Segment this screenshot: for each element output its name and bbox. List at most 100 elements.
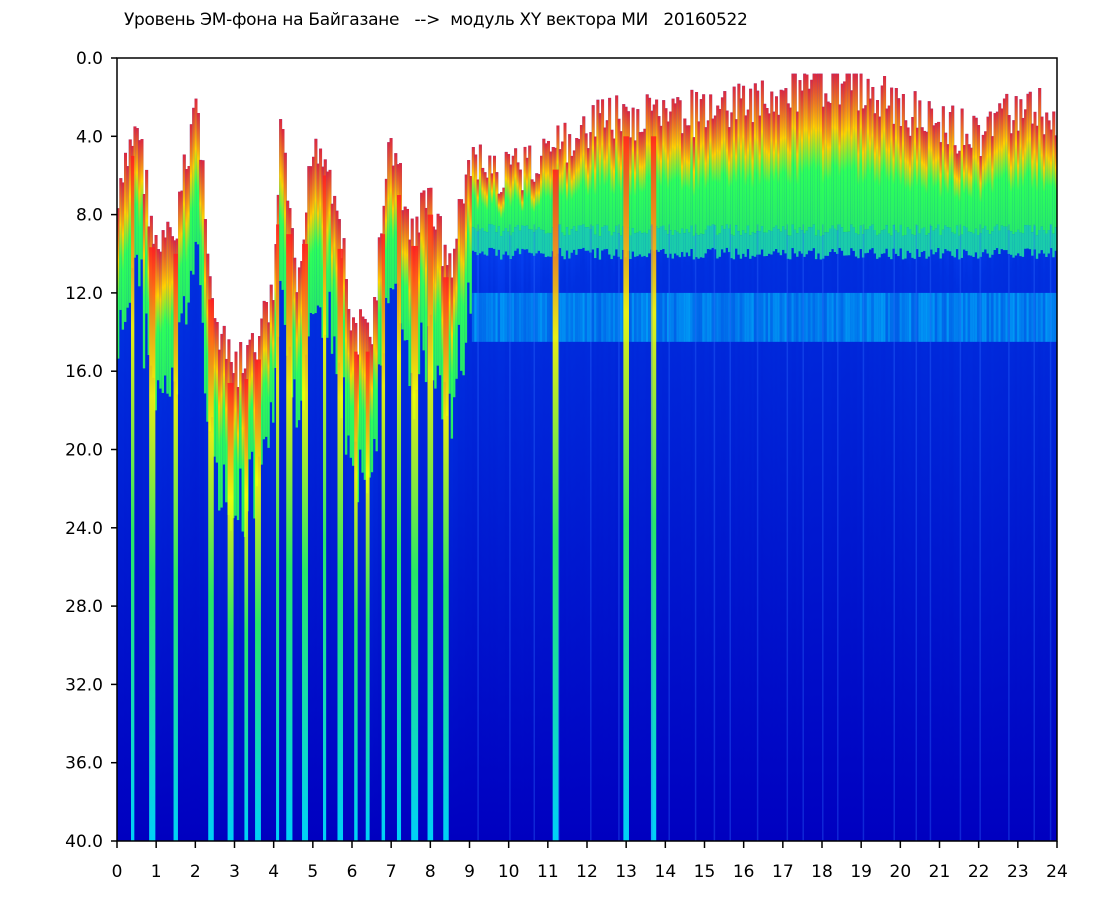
heat-cell-cyan	[608, 292, 612, 342]
heat-cell-cap	[589, 132, 593, 230]
heat-cell-blue	[970, 147, 973, 841]
heat-column	[634, 140, 637, 841]
heat-cell-cap	[636, 109, 640, 233]
heat-cell-blue	[803, 73, 807, 841]
heat-cell-cyan	[610, 292, 614, 342]
heat-cell-blue	[664, 108, 668, 841]
heat-cell-cap	[805, 74, 809, 231]
heat-cell-blue	[681, 133, 684, 841]
heat-cell-transition	[970, 232, 973, 256]
heat-cell-blue	[272, 300, 276, 841]
heat-cell-cyan	[784, 292, 788, 342]
heat-cell-transition	[471, 227, 475, 251]
heat-cell-cap	[598, 113, 602, 237]
heat-cell-blue	[537, 174, 541, 841]
heat-cell-cap	[878, 116, 882, 234]
heat-cell-transition	[810, 227, 814, 251]
heat-column	[504, 151, 508, 841]
heat-cell-blue	[570, 155, 574, 841]
heat-column	[723, 91, 727, 841]
heat-column	[993, 113, 997, 841]
heat-cell-cyan	[786, 292, 790, 342]
heat-cell-transition	[751, 232, 755, 256]
heat-cell-cyan	[1012, 292, 1016, 342]
heat-cell-blue	[218, 349, 221, 841]
heat-cell-cyan	[885, 292, 889, 342]
heat-cell-cap	[767, 113, 771, 231]
heat-cell-blue	[1045, 112, 1049, 841]
heat-cell-transition	[1024, 225, 1028, 249]
x-tick-label: 22	[968, 862, 990, 882]
heat-cell-cyan	[645, 292, 649, 342]
heat-cell-transition	[535, 229, 539, 254]
heat-cell-cyan	[831, 292, 835, 342]
heat-cell-blue	[525, 157, 529, 841]
heat-cell-cap	[967, 144, 971, 232]
heat-cell-cyan	[537, 292, 541, 342]
heat-column	[690, 89, 694, 841]
heat-cell-cyan	[981, 292, 985, 342]
heat-cell-transition	[974, 228, 978, 253]
heat-cell-cap	[986, 116, 990, 231]
heat-cell-cap	[838, 104, 842, 225]
heat-column	[232, 373, 236, 841]
heat-cell-cap	[725, 110, 729, 225]
heat-cell-blue	[958, 150, 962, 841]
heat-cell-blue	[894, 88, 898, 841]
heat-column	[955, 153, 959, 841]
heat-column	[373, 297, 377, 841]
heat-cell-cyan	[749, 292, 753, 342]
heat-cell-cyan	[890, 292, 894, 342]
heat-cell-blue	[673, 103, 677, 841]
heat-column	[920, 127, 924, 841]
heat-column	[239, 342, 243, 841]
heat-cell-cap	[681, 133, 684, 229]
heat-column	[948, 112, 952, 841]
heat-cell-blue	[685, 125, 689, 841]
heat-cell-cap	[384, 178, 388, 298]
heat-cell-cap	[180, 190, 184, 314]
heat-cell-blue	[699, 99, 703, 841]
heat-cell-cap	[460, 199, 464, 371]
heat-cell-cap	[222, 325, 226, 465]
heat-column	[960, 108, 964, 841]
heat-column	[833, 73, 837, 841]
heat-cell-transition	[659, 226, 663, 250]
heat-cell-blue	[1026, 93, 1030, 841]
heat-cell-cap	[866, 78, 870, 230]
y-tick-label: 36.0	[65, 754, 103, 774]
heat-cell-cap	[608, 97, 612, 232]
heat-cell-cap	[135, 128, 139, 255]
heat-cell-cap	[156, 249, 160, 381]
heat-cell-cap	[1049, 129, 1053, 225]
heat-cell-cap	[502, 187, 506, 232]
heat-cell-cap	[1052, 111, 1056, 234]
heat-cell-cap	[563, 122, 567, 236]
heat-column	[676, 97, 680, 841]
heat-column	[1038, 88, 1042, 841]
heat-cell-blue	[156, 249, 160, 841]
heat-cell-transition	[706, 225, 710, 249]
heat-cell-cap	[438, 216, 442, 376]
heat-column	[861, 108, 865, 841]
heat-column	[923, 130, 926, 841]
x-tick-label: 19	[850, 862, 872, 882]
heat-cell-blue	[262, 300, 266, 841]
heat-cell-blue	[199, 159, 203, 841]
heat-cell-cap	[1031, 123, 1035, 233]
heat-cell-blue	[521, 190, 525, 841]
heat-cell-blue	[937, 121, 941, 841]
heat-column	[422, 190, 426, 841]
heat-cell-blue	[248, 339, 252, 841]
heat-cell-blue	[309, 166, 313, 841]
heat-cell-blue	[135, 128, 139, 841]
bright-streak	[650, 136, 657, 841]
heat-cell-cap	[194, 98, 198, 242]
heat-cell-cap	[124, 152, 127, 322]
heat-cell-cap	[836, 73, 840, 231]
x-tick-label: 15	[694, 862, 716, 882]
heat-column	[540, 155, 543, 841]
heat-column	[584, 133, 588, 841]
heat-cell-cyan	[972, 292, 976, 342]
heat-cell-cap	[549, 151, 553, 234]
